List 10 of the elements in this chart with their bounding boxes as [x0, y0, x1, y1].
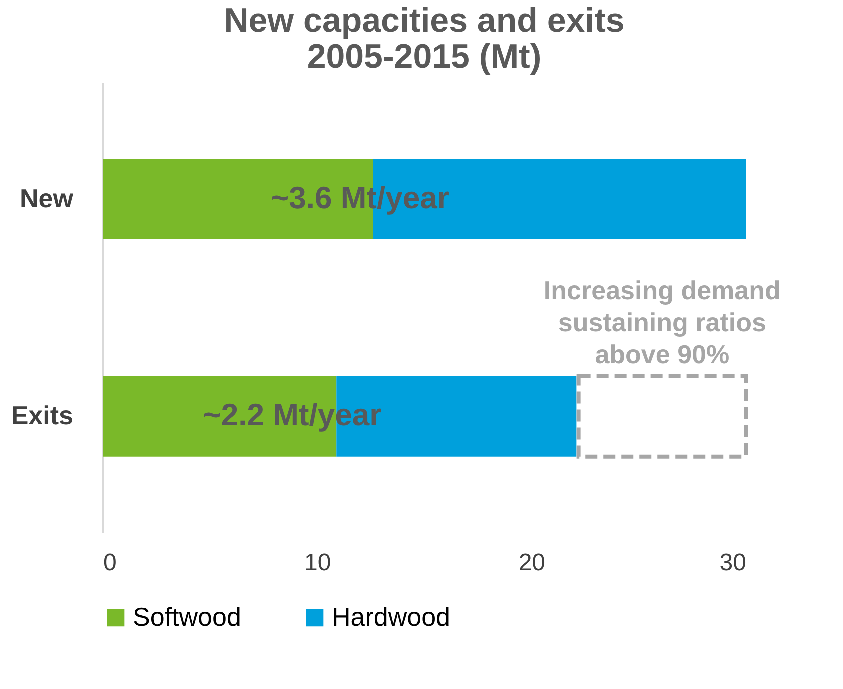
x-tick-label: 20	[518, 550, 546, 576]
x-tick-label: 30	[720, 550, 746, 576]
legend-label: Softwood	[133, 602, 242, 632]
y-tick-label: New	[20, 183, 74, 214]
chart-title: New capacities and exits 2005-2015 (Mt)	[224, 2, 625, 76]
y-tick-label: Exits	[11, 400, 74, 431]
x-tick-label: 0	[104, 550, 117, 576]
annotation: Increasing demand sustaining ratios above 90%	[544, 276, 781, 370]
x-tick-label: 10	[304, 550, 332, 576]
legend-label: Hardwood	[332, 602, 451, 632]
